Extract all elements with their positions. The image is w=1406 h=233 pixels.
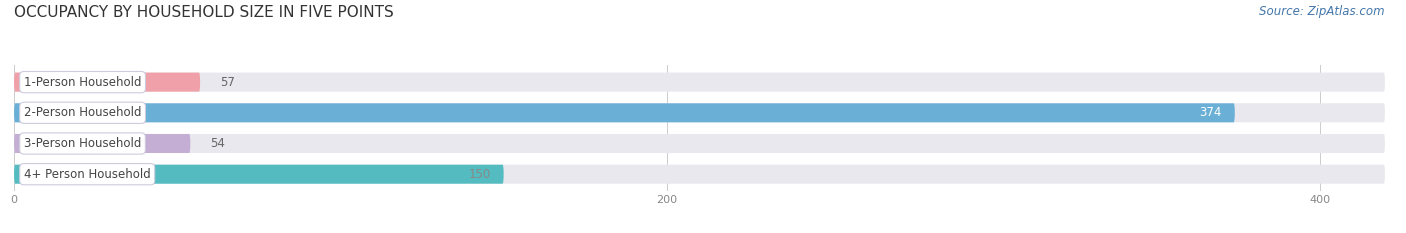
FancyBboxPatch shape [14, 165, 1385, 184]
Text: 4+ Person Household: 4+ Person Household [24, 168, 150, 181]
Text: Source: ZipAtlas.com: Source: ZipAtlas.com [1260, 5, 1385, 18]
FancyBboxPatch shape [14, 134, 1385, 153]
Text: 57: 57 [219, 76, 235, 89]
Text: 3-Person Household: 3-Person Household [24, 137, 141, 150]
FancyBboxPatch shape [14, 165, 503, 184]
FancyBboxPatch shape [14, 73, 1385, 92]
FancyBboxPatch shape [14, 134, 190, 153]
Text: 1-Person Household: 1-Person Household [24, 76, 142, 89]
Text: 150: 150 [468, 168, 491, 181]
FancyBboxPatch shape [14, 73, 200, 92]
FancyBboxPatch shape [14, 103, 1385, 122]
FancyBboxPatch shape [14, 103, 1234, 122]
Text: OCCUPANCY BY HOUSEHOLD SIZE IN FIVE POINTS: OCCUPANCY BY HOUSEHOLD SIZE IN FIVE POIN… [14, 5, 394, 20]
Text: 54: 54 [209, 137, 225, 150]
Text: 2-Person Household: 2-Person Household [24, 106, 142, 119]
Text: 374: 374 [1199, 106, 1222, 119]
